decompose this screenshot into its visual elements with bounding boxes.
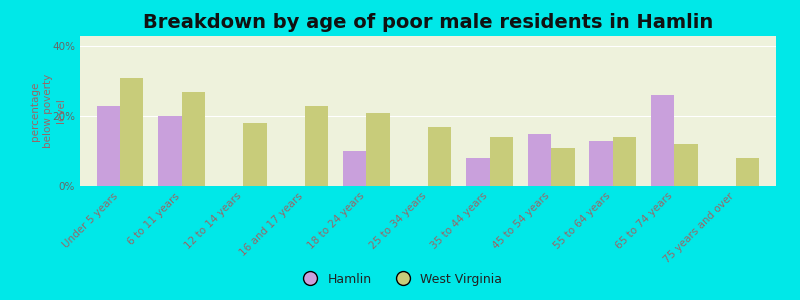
Bar	[736, 158, 759, 186]
Title: Breakdown by age of poor male residents in Hamlin: Breakdown by age of poor male residents …	[143, 13, 713, 32]
Legend: Hamlin, West Virginia: Hamlin, West Virginia	[293, 268, 507, 291]
Bar	[490, 137, 513, 186]
Y-axis label: percentage
below poverty
level: percentage below poverty level	[30, 74, 66, 148]
Bar	[158, 116, 182, 186]
Bar	[305, 106, 328, 186]
Bar	[428, 127, 451, 186]
Bar	[466, 158, 490, 186]
Bar	[243, 123, 266, 186]
Bar	[182, 92, 205, 186]
Bar	[97, 106, 120, 186]
Bar	[120, 78, 143, 186]
Bar	[551, 148, 574, 186]
Bar	[343, 151, 366, 186]
Bar	[590, 141, 613, 186]
Bar	[613, 137, 636, 186]
Bar	[528, 134, 551, 186]
Bar	[651, 95, 674, 186]
Bar	[674, 144, 698, 186]
Bar	[366, 113, 390, 186]
